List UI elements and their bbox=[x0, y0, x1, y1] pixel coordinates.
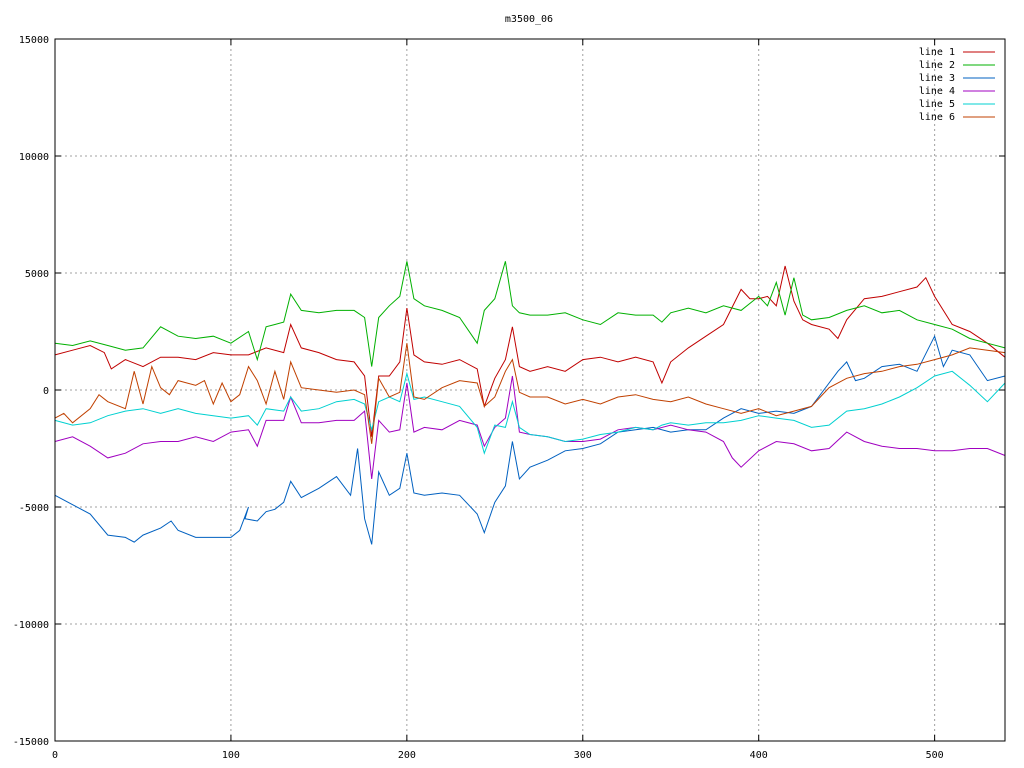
series-line-3 bbox=[54, 334, 1006, 545]
y-tick-label: 0 bbox=[43, 386, 49, 397]
axis-tick-labels: 0 100 200 300 400 500 -15000 -10000 -5000 0 5000 10… bbox=[13, 35, 944, 761]
x-tick-label: 100 bbox=[222, 750, 240, 761]
series-line-6 bbox=[54, 343, 1006, 444]
legend-label: line 1 bbox=[919, 47, 955, 58]
y-tick-label: -15000 bbox=[13, 737, 49, 748]
legend-label: line 5 bbox=[919, 99, 955, 110]
x-tick-label: 400 bbox=[750, 750, 768, 761]
legend: line 1 line 2 line 3 line 4 line 5 line 6 bbox=[919, 47, 995, 123]
y-tick-label: 10000 bbox=[19, 152, 49, 163]
x-tick-label: 0 bbox=[52, 750, 58, 761]
plot-frame bbox=[54, 38, 1006, 742]
y-tick-label: 15000 bbox=[19, 35, 49, 46]
legend-label: line 2 bbox=[919, 60, 955, 71]
legend-label: line 6 bbox=[919, 112, 955, 123]
y-tick-label: -10000 bbox=[13, 620, 49, 631]
series-line-4 bbox=[54, 375, 1006, 479]
series-lines bbox=[54, 261, 1006, 545]
axis-ticks bbox=[54, 38, 1005, 742]
series-line-2 bbox=[54, 261, 1006, 367]
y-tick-label: 5000 bbox=[25, 269, 49, 280]
x-tick-label: 200 bbox=[398, 750, 416, 761]
legend-label: line 3 bbox=[919, 73, 955, 84]
grid-lines bbox=[55, 39, 1005, 741]
series-line-5 bbox=[54, 370, 1006, 455]
chart-title: m3500_06 bbox=[505, 14, 553, 25]
legend-label: line 4 bbox=[919, 86, 955, 97]
x-tick-label: 500 bbox=[926, 750, 944, 761]
y-tick-label: -5000 bbox=[19, 503, 49, 514]
series-line-1 bbox=[54, 265, 1006, 437]
x-tick-label: 300 bbox=[574, 750, 592, 761]
